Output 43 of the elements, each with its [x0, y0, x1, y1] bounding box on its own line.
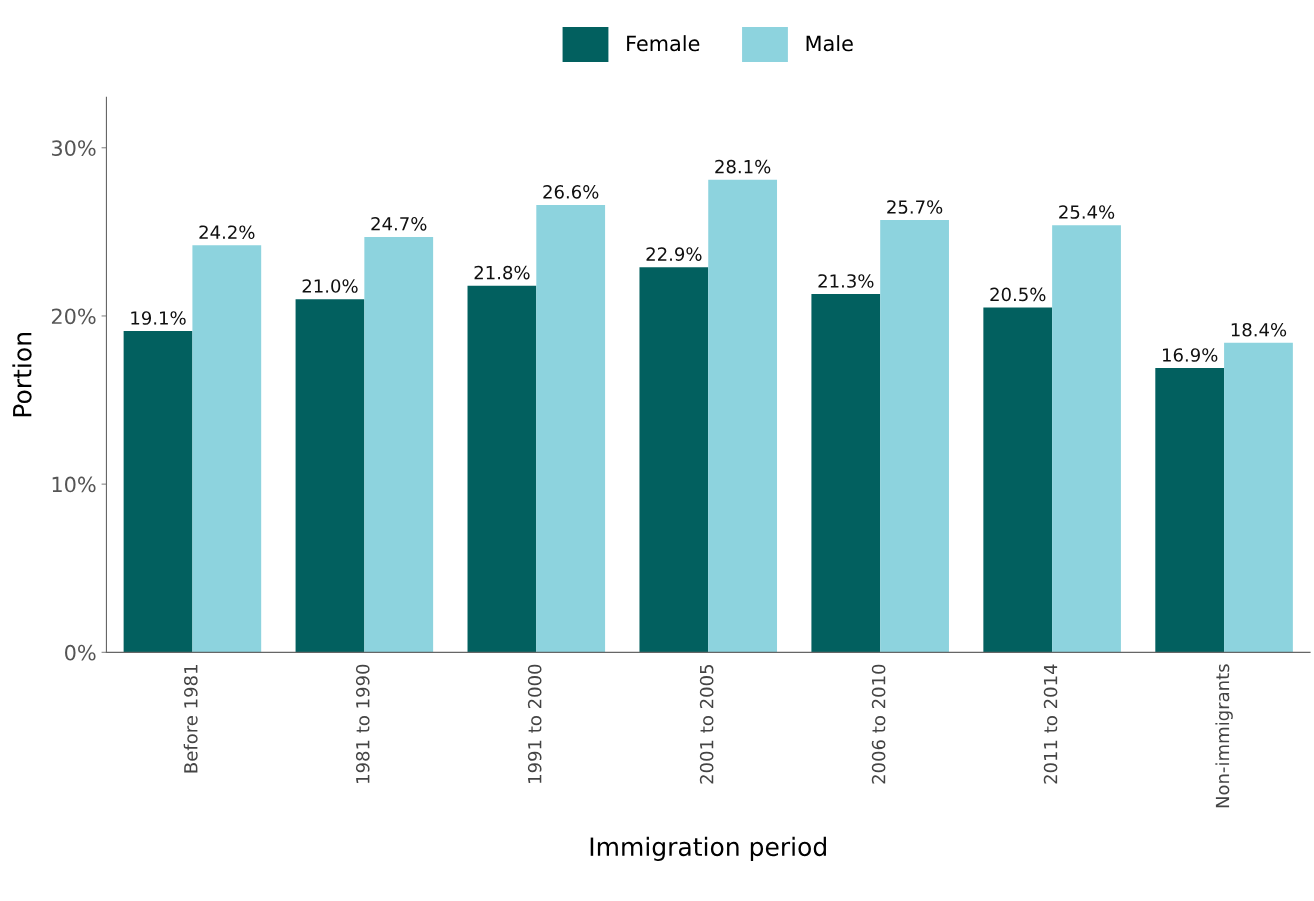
data-label: 28.1%: [715, 159, 771, 174]
y-tick-label: 30%: [51, 140, 96, 156]
data-label: 18.4%: [1231, 322, 1287, 337]
data-label: 26.6%: [543, 185, 599, 199]
data-label: 21.0%: [302, 279, 358, 293]
bar: [880, 220, 949, 653]
x-axis-title: Immigration period: [590, 836, 826, 861]
y-tick-label: 20%: [51, 308, 96, 325]
bar: [467, 285, 537, 653]
data-label: 21.3%: [818, 274, 874, 288]
y-tick-label: 10%: [52, 476, 96, 493]
y-axis-title: Portion: [12, 333, 32, 417]
bar: [295, 299, 365, 653]
legend-label: Female: [627, 35, 700, 52]
bar: [364, 236, 434, 653]
bar: [192, 245, 262, 653]
data-label: 25.4%: [1059, 205, 1115, 219]
bar: [123, 331, 193, 653]
bar: [536, 204, 606, 653]
x-tick-label: 2001 to 2005: [699, 665, 714, 784]
data-label: 21.8%: [474, 265, 530, 280]
data-label: 24.2%: [199, 225, 255, 240]
legend-label: Male: [806, 35, 853, 52]
data-label: 16.9%: [1163, 348, 1218, 362]
x-tick-label: Non-immigrants: [1215, 664, 1233, 808]
bar: [1155, 368, 1225, 653]
bar: [1052, 225, 1121, 653]
data-label: 24.7%: [371, 216, 427, 231]
x-tick-label: 1991 to 2000: [527, 664, 542, 783]
data-label: 20.5%: [990, 287, 1046, 302]
y-tick-label: 0%: [65, 644, 96, 661]
x-tick-label: 2011 to 2014: [1043, 664, 1058, 784]
x-tick-label: Before 1981: [183, 665, 198, 773]
data-label: 25.7%: [887, 200, 943, 214]
data-label: 19.1%: [131, 311, 186, 325]
data-label: 22.9%: [646, 247, 702, 261]
bar: [639, 267, 709, 653]
x-tick-label: 2006 to 2010: [871, 664, 886, 784]
bar: [708, 179, 778, 653]
bar: [983, 307, 1053, 653]
x-tick-label: 1981 to 1990: [355, 664, 370, 783]
bar: [1224, 342, 1293, 653]
bar: [811, 294, 881, 653]
